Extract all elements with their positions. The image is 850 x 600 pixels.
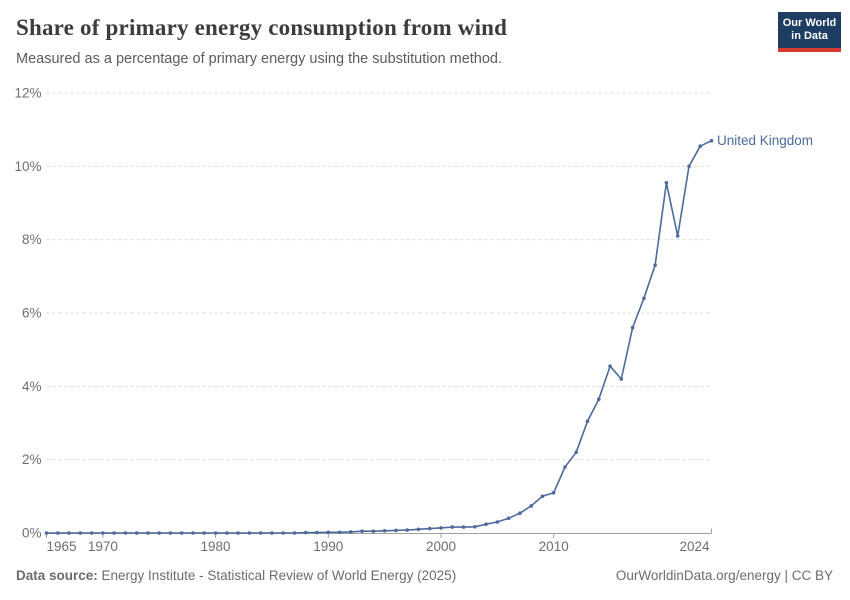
- data-point-1985[interactable]: [270, 531, 274, 535]
- data-point-1982[interactable]: [236, 531, 240, 535]
- data-point-1971[interactable]: [112, 531, 116, 535]
- data-point-1984[interactable]: [258, 531, 263, 535]
- y-tick-label-10pct: 10%: [14, 159, 41, 174]
- data-point-1976[interactable]: [168, 531, 173, 535]
- x-tick-label-2000: 2000: [426, 539, 456, 554]
- data-point-2020[interactable]: [664, 181, 669, 185]
- data-point-1969[interactable]: [89, 531, 94, 535]
- data-point-2017[interactable]: [630, 325, 635, 330]
- data-point-1970[interactable]: [101, 531, 105, 535]
- x-tick-label-1965: 1965: [46, 539, 76, 554]
- attribution-link[interactable]: OurWorldinData.org/energy | CC BY: [615, 568, 833, 583]
- data-point-1986[interactable]: [281, 531, 286, 535]
- data-point-1991[interactable]: [337, 530, 342, 535]
- data-point-1987[interactable]: [292, 531, 297, 535]
- data-point-1996[interactable]: [394, 528, 398, 533]
- chart-subtitle: Measured as a percentage of primary ener…: [16, 51, 503, 67]
- data-point-1965[interactable]: [44, 531, 49, 535]
- data-point-1968[interactable]: [78, 531, 83, 535]
- data-point-1981[interactable]: [225, 531, 229, 535]
- data-point-2011[interactable]: [563, 465, 567, 469]
- data-point-2010[interactable]: [551, 490, 556, 495]
- data-point-2002[interactable]: [461, 525, 466, 529]
- page-footer: Data source: Energy Institute - Statisti…: [16, 568, 833, 583]
- data-point-1973[interactable]: [134, 531, 139, 535]
- data-point-1999[interactable]: [427, 526, 432, 531]
- data-point-2003[interactable]: [473, 525, 477, 529]
- data-point-1988[interactable]: [303, 530, 308, 535]
- owid-logo[interactable]: Our World in Data: [778, 12, 841, 52]
- data-point-2013[interactable]: [585, 419, 590, 424]
- data-point-2022[interactable]: [687, 164, 691, 169]
- y-tick-label-2pct: 2%: [22, 452, 42, 467]
- data-point-1980[interactable]: [213, 531, 218, 535]
- data-point-2023[interactable]: [698, 144, 702, 148]
- data-point-1983[interactable]: [247, 531, 252, 535]
- y-tick-label-0pct: 0%: [22, 526, 42, 541]
- y-tick-label-4pct: 4%: [22, 379, 42, 394]
- data-point-1997[interactable]: [405, 528, 410, 532]
- data-point-2024[interactable]: [709, 138, 714, 143]
- x-tick-label-1970: 1970: [88, 539, 118, 554]
- data-point-1972[interactable]: [123, 531, 128, 535]
- data-point-1967[interactable]: [67, 531, 71, 535]
- page-title: Share of primary energy consumption from…: [16, 15, 508, 40]
- data-point-1977[interactable]: [180, 531, 184, 535]
- data-point-1978[interactable]: [191, 531, 195, 535]
- data-point-2004[interactable]: [484, 522, 488, 526]
- data-source-label: Data source:: [16, 568, 102, 583]
- data-point-1989[interactable]: [315, 530, 319, 535]
- data-point-1994[interactable]: [371, 529, 376, 533]
- data-point-1992[interactable]: [349, 530, 353, 534]
- x-tick-label-1990: 1990: [313, 539, 343, 554]
- y-tick-label-6pct: 6%: [22, 306, 42, 321]
- data-source-text: Energy Institute - Statistical Review of…: [101, 568, 457, 583]
- data-point-1990[interactable]: [326, 530, 331, 535]
- data-point-1979[interactable]: [202, 531, 207, 535]
- data-point-2021[interactable]: [675, 234, 680, 238]
- series-end-label[interactable]: United Kingdom: [717, 133, 813, 148]
- x-tick-label-1980: 1980: [201, 539, 231, 554]
- data-point-2006[interactable]: [506, 516, 511, 521]
- data-point-2016[interactable]: [619, 377, 624, 381]
- data-point-2019[interactable]: [653, 263, 657, 268]
- data-point-2012[interactable]: [574, 450, 578, 455]
- data-point-1998[interactable]: [416, 527, 421, 532]
- x-tick-label-2010: 2010: [539, 539, 569, 554]
- data-point-2001[interactable]: [450, 525, 455, 529]
- y-tick-label-12pct: 12%: [14, 86, 41, 101]
- data-point-2014[interactable]: [597, 397, 601, 402]
- owid-logo-line2: in Data: [791, 30, 828, 42]
- data-point-2009[interactable]: [540, 494, 545, 499]
- data-point-2007[interactable]: [518, 511, 522, 515]
- data-point-1995[interactable]: [382, 529, 387, 533]
- data-point-1974[interactable]: [146, 531, 150, 535]
- data-point-2015[interactable]: [608, 364, 612, 369]
- y-tick-label-8pct: 8%: [22, 232, 42, 247]
- owid-logo-line1: Our World: [782, 17, 837, 29]
- data-point-1993[interactable]: [360, 529, 364, 533]
- data-point-2000[interactable]: [439, 526, 443, 530]
- data-point-1966[interactable]: [56, 531, 60, 535]
- series-line[interactable]: [45, 139, 713, 534]
- data-point-2005[interactable]: [495, 520, 500, 524]
- data-point-2018[interactable]: [642, 296, 646, 301]
- data-source: Data source: Energy Institute - Statisti…: [16, 568, 456, 583]
- data-point-1975[interactable]: [157, 531, 161, 535]
- data-point-2008[interactable]: [529, 504, 533, 508]
- x-tick-label-2024: 2024: [679, 539, 710, 554]
